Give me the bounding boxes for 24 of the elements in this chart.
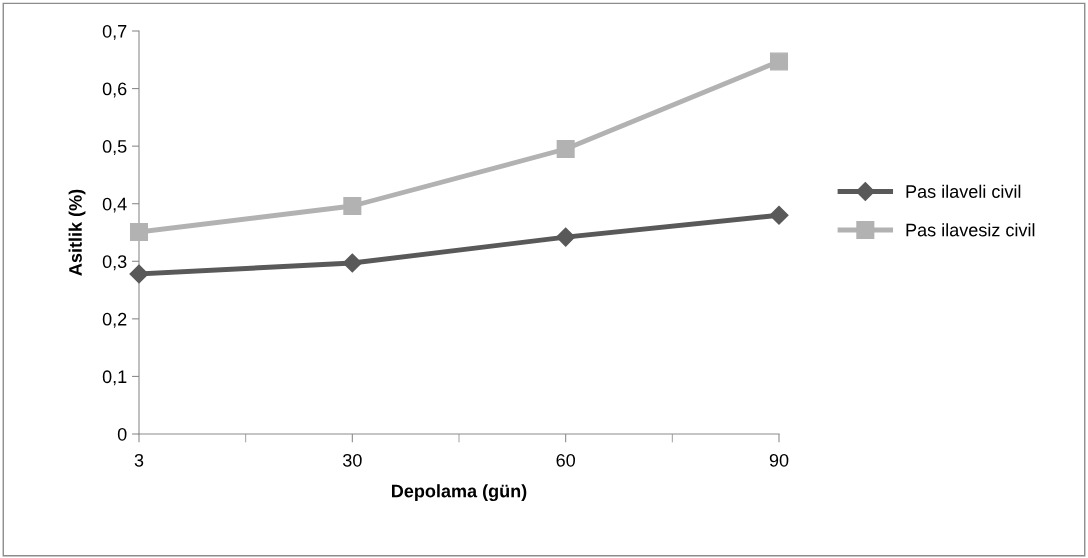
x-tick-label: 90 [769,453,789,467]
point [342,253,362,273]
y-tick-label: 0,4 [102,197,127,213]
point [129,222,149,241]
x-tick-label: 60 [556,453,575,467]
y-tick-label: 0,7 [102,24,127,40]
point [769,52,789,71]
x-axis-title: Depolama (gün) [392,484,527,502]
x-tick-label: 30 [342,453,362,467]
point [556,227,576,247]
y-tick-label: 0 [117,427,127,441]
legend-label: Pas ilavesiz civil [906,223,1035,237]
y-tick-label: 0,3 [102,255,127,271]
y-tick-label: 0,5 [102,140,127,155]
point [769,205,789,225]
legend-label: Pas ilaveli civil [906,184,1021,198]
point [343,196,362,216]
point [556,139,575,159]
y-tick-label: 0,1 [102,370,127,386]
y-tick-label: 0,6 [102,82,127,98]
y-tick-label: 0,2 [102,312,127,328]
y-axis-title: Asitlik (%) [68,189,86,276]
point [129,264,149,284]
x-tick-label: 3 [134,453,144,467]
